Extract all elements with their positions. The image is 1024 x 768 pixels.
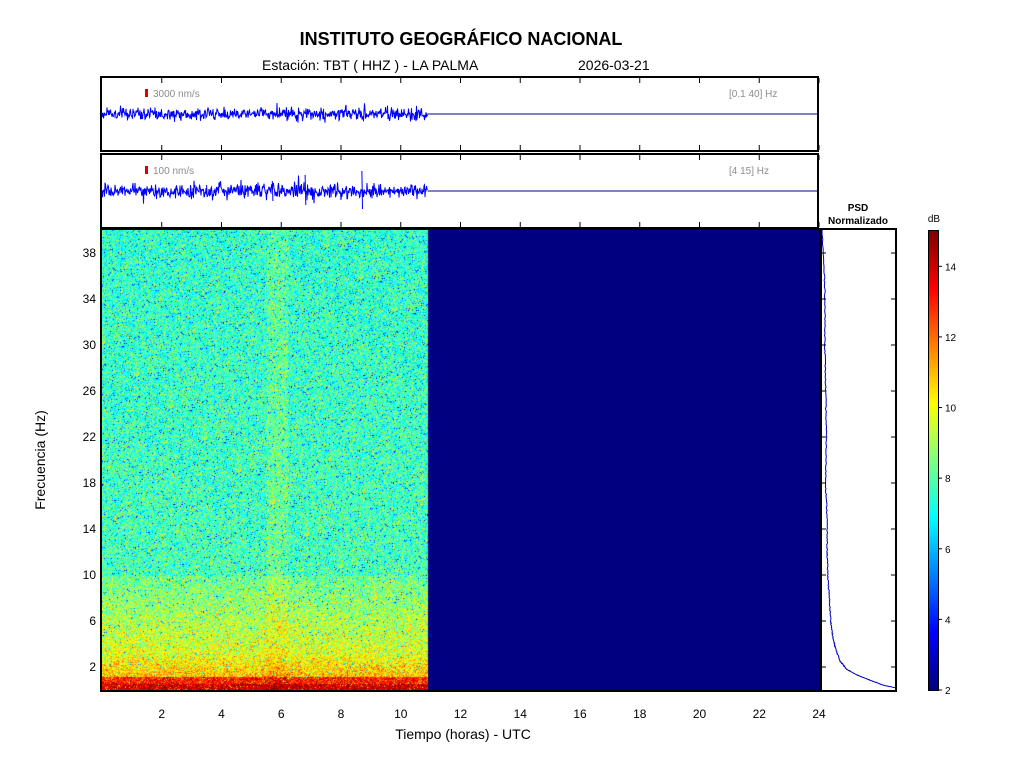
y-tick-label: 10 <box>83 568 97 582</box>
trace-waveform <box>101 170 428 210</box>
trace-ticks <box>161 78 820 150</box>
trace-panel-broadband: 3000 nm/s [0.1 40] Hz <box>100 76 820 152</box>
x-tick-label: 12 <box>454 707 468 721</box>
colorbar-gradient <box>929 231 938 690</box>
y-tick-label: 14 <box>83 522 97 536</box>
colorbar-tick-label: 2 <box>945 686 951 697</box>
psd-title: PSD <box>848 203 869 214</box>
trace-band-label: [0.1 40] Hz <box>729 89 777 100</box>
y-tick-label: 2 <box>89 660 96 674</box>
x-tick-label: 16 <box>573 707 587 721</box>
y-tick-label: 18 <box>83 476 97 490</box>
colorbar-ticks: 2 4 6 8 10 12 14 <box>938 262 957 697</box>
colorbar-unit: dB <box>928 214 941 225</box>
trace-ticks <box>161 155 820 227</box>
colorbar-tick-label: 6 <box>945 545 951 556</box>
x-tick-label: 18 <box>633 707 647 721</box>
colorbar-tick-label: 10 <box>945 404 957 415</box>
x-tick-label: 24 <box>812 707 826 721</box>
y-tick-label: 38 <box>83 246 97 260</box>
chart-title: INSTITUTO GEOGRÁFICO NACIONAL <box>300 28 623 49</box>
colorbar-frame <box>928 230 939 691</box>
trace-scale-label: 3000 nm/s <box>153 89 200 100</box>
colorbar-tick-label: 4 <box>945 615 951 626</box>
date-label: 2026-03-21 <box>578 57 650 73</box>
y-tick-label: 22 <box>83 430 97 444</box>
psd-panel: PSD Normalizado <box>820 203 897 692</box>
x-tick-label: 10 <box>394 707 408 721</box>
trace-band-label: [4 15] Hz <box>729 166 769 177</box>
x-tick-label: 6 <box>278 707 285 721</box>
trace-panel-filtered: 100 nm/s [4 15] Hz <box>100 153 820 229</box>
x-tick-label: 4 <box>218 707 225 721</box>
colorbar-tick-label: 8 <box>945 474 951 485</box>
spectrogram-image <box>102 230 819 690</box>
y-axis-label: Frecuencia (Hz) <box>32 410 48 510</box>
x-tick-label: 20 <box>693 707 707 721</box>
psd-frame <box>820 228 897 692</box>
y-tick-label: 6 <box>89 614 96 628</box>
trace-scale-label: 100 nm/s <box>153 166 194 177</box>
psd-subtitle: Normalizado <box>828 216 888 227</box>
scale-mark <box>145 166 148 174</box>
trace-waveform <box>101 102 428 123</box>
x-tick-label: 8 <box>338 707 345 721</box>
y-tick-label: 26 <box>83 384 97 398</box>
y-tick-label: 30 <box>83 338 97 352</box>
station-label: Estación: TBT ( HHZ ) - LA PALMA <box>262 57 479 73</box>
x-tick-label: 22 <box>753 707 767 721</box>
x-tick-label: 2 <box>158 707 165 721</box>
psd-ticks <box>821 252 896 668</box>
x-tick-label: 14 <box>514 707 528 721</box>
colorbar: dB 2 4 6 8 10 12 14 <box>928 214 957 697</box>
colorbar-tick-label: 12 <box>945 333 957 344</box>
y-tick-label: 34 <box>83 292 97 306</box>
scale-mark <box>145 89 148 97</box>
x-axis-label: Tiempo (horas) - UTC <box>395 726 531 742</box>
colorbar-tick-label: 14 <box>945 262 957 273</box>
